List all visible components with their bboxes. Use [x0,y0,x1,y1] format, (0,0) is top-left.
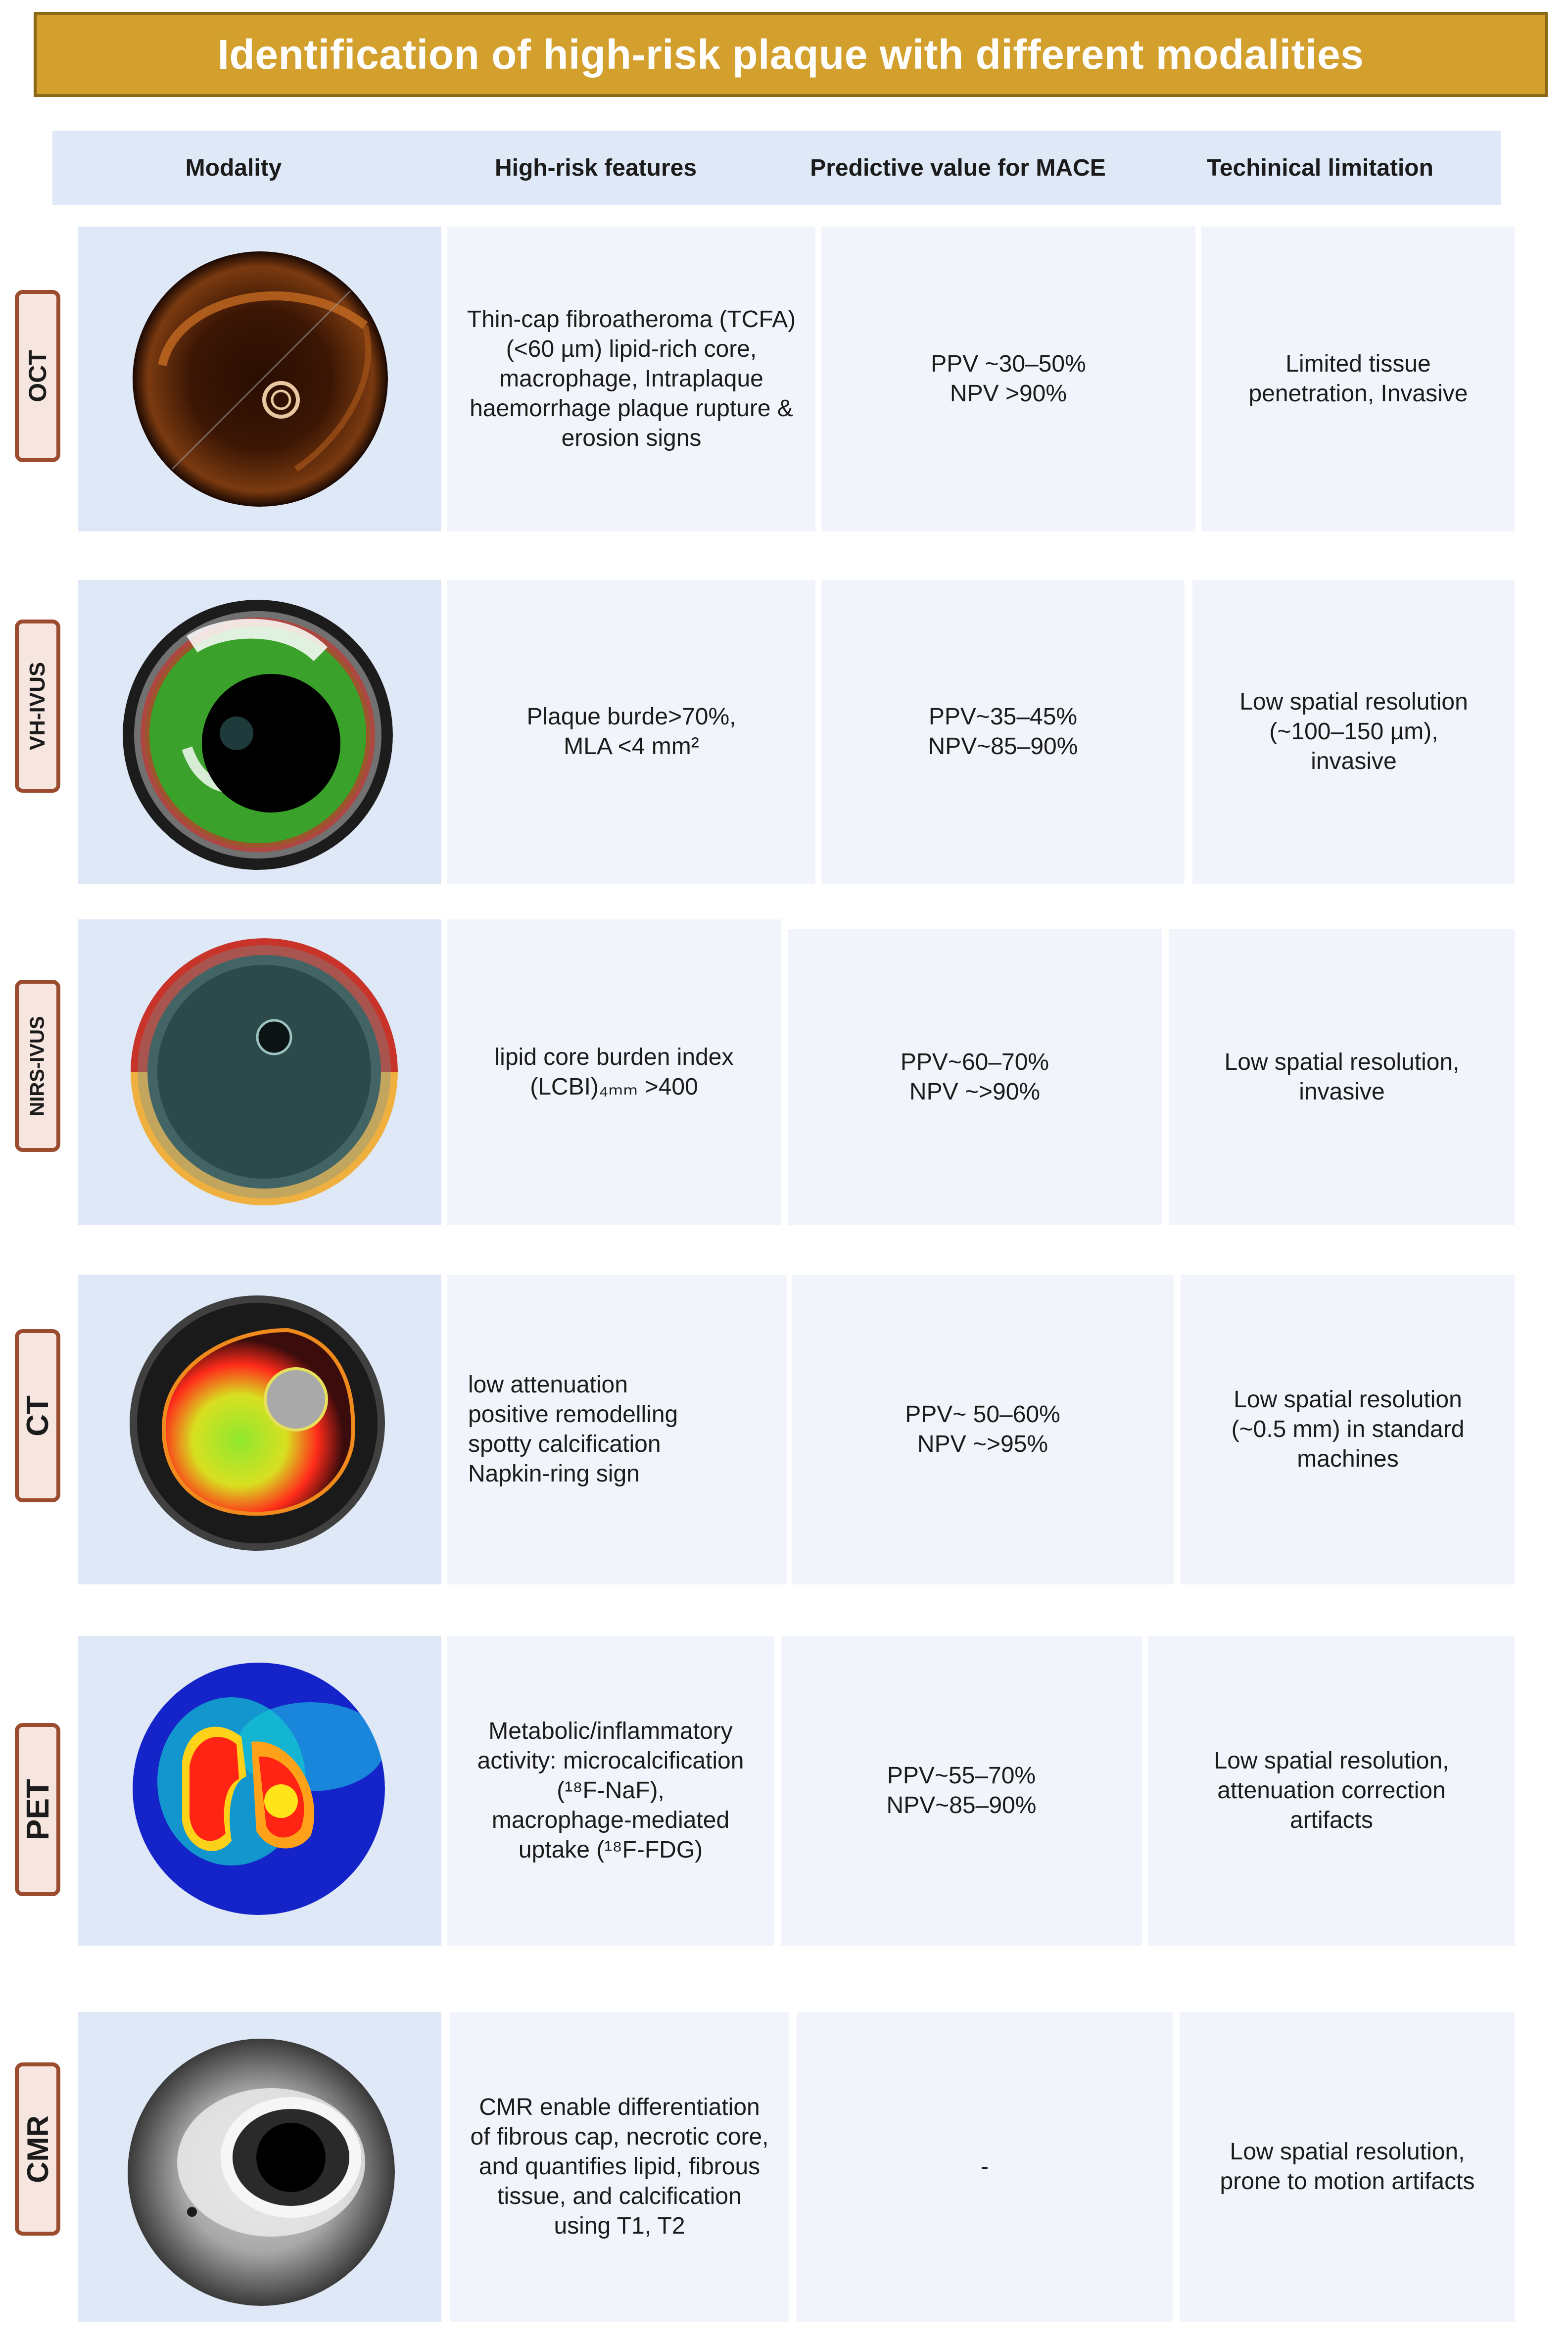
predictive-text: PPV~ 50–60% NPV ~>95% [905,1401,1060,1457]
features-cell: low attenuation positive remodelling spo… [447,1275,787,1584]
limitation-cell: Low spatial resolution, attenuation corr… [1148,1636,1515,1946]
modality-label: OCT [24,350,52,402]
predictive-text: PPV~35–45% NPV~85–90% [928,704,1078,760]
limitation-cell: Limited tissue penetration, Invasive [1201,227,1515,531]
pet-image [133,1663,385,1915]
header-features: High-risk features [494,154,697,181]
image-cell [78,1636,441,1946]
modality-tag: NIRS-IVUS [15,980,60,1152]
limitation-text: Low spatial resolution, prone to motion … [1220,2139,1475,2195]
header-modality: Modality [185,154,282,181]
header-limitation: Techinical limitation [1207,154,1433,181]
limitation-text: Low spatial resolution (~100–150 µm), in… [1239,689,1468,774]
limitation-cell: Low spatial resolution (~100–150 µm), in… [1192,580,1515,884]
modality-tag: VH-IVUS [15,620,60,793]
table-row: VH-IVUS Plaque burde>70%, MLA <4 mm² PPV… [0,580,1568,884]
image-cell [78,2012,441,2322]
predictive-cell: PPV~60–70% NPV ~>90% [788,929,1162,1225]
features-cell: lipid core burden index (LCBI)₄ₘₘ >400 [447,919,781,1225]
features-text: Plaque burde>70%, MLA <4 mm² [526,704,736,760]
nirs-ivus-image [131,938,398,1205]
image-cell [78,580,441,884]
modality-label: CT [20,1395,55,1436]
table-row: PET Metabolic/inflammatory activity: mic… [0,1636,1568,1946]
predictive-cell: PPV~55–70% NPV~85–90% [781,1636,1142,1946]
limitation-text: Limited tissue penetration, Invasive [1248,351,1468,407]
table-row: NIRS-IVUS lipid core burden index (LCBI)… [0,919,1568,1225]
predictive-text: PPV~60–70% NPV ~>90% [900,1049,1049,1105]
limitation-cell: Low spatial resolution (~0.5 mm) in stan… [1181,1275,1515,1584]
modality-label: VH-IVUS [25,662,50,751]
table-row: OCT Thin-cap f [0,227,1568,531]
features-text: lipid core burden index (LCBI)₄ₘₘ >400 [494,1044,734,1100]
predictive-cell: - [797,2012,1173,2322]
features-cell: Thin-cap fibroatheroma (TCFA) (<60 µm) l… [447,227,815,531]
predictive-text: - [981,2153,989,2180]
predictive-text: PPV ~30–50% NPV >90% [931,351,1086,407]
modality-label: PET [20,1778,55,1841]
predictive-cell: PPV~35–45% NPV~85–90% [821,580,1185,884]
modality-tag: CMR [15,2062,60,2236]
header-predictive: Predictive value for MACE [810,154,1106,181]
features-cell: CMR enable differentiation of fibrous ca… [450,2012,789,2322]
image-cell [78,919,441,1225]
table-header: Modality High-risk features Predictive v… [52,131,1501,205]
features-text: Thin-cap fibroatheroma (TCFA) (<60 µm) l… [467,306,796,451]
features-cell: Plaque burde>70%, MLA <4 mm² [447,580,815,884]
features-text: CMR enable differentiation of fibrous ca… [470,2094,769,2239]
vh-ivus-image [123,600,393,870]
limitation-text: Low spatial resolution, attenuation corr… [1214,1748,1449,1833]
limitation-cell: Low spatial resolution, invasive [1169,929,1515,1225]
features-cell: Metabolic/inflammatory activity: microca… [447,1636,774,1946]
predictive-text: PPV~55–70% NPV~85–90% [886,1763,1037,1818]
modality-label: NIRS-IVUS [26,1015,48,1116]
limitation-cell: Low spatial resolution, prone to motion … [1180,2012,1515,2322]
oct-image [133,251,388,507]
image-cell [78,227,441,531]
predictive-cell: PPV ~30–50% NPV >90% [821,227,1195,531]
limitation-text: Low spatial resolution (~0.5 mm) in stan… [1231,1386,1465,1472]
modality-tag: CT [15,1329,60,1502]
table-row: CT low attenuation positive remo [0,1275,1568,1584]
modality-tag: PET [15,1723,60,1896]
cmr-image [128,2039,395,2306]
image-cell [78,1275,441,1584]
predictive-cell: PPV~ 50–60% NPV ~>95% [792,1275,1174,1584]
table-row: CMR CMR enable differentiat [0,2012,1568,2322]
limitation-text: Low spatial resolution, invasive [1224,1049,1460,1105]
features-text: Metabolic/inflammatory activity: microca… [477,1718,744,1863]
title-banner: Identification of high-risk plaque with … [34,12,1548,97]
modality-label: CMR [21,2115,54,2183]
features-text: low attenuation positive remodelling spo… [468,1372,678,1487]
page-title: Identification of high-risk plaque with … [217,31,1364,78]
ct-image [130,1295,385,1551]
modality-tag: OCT [15,290,60,462]
